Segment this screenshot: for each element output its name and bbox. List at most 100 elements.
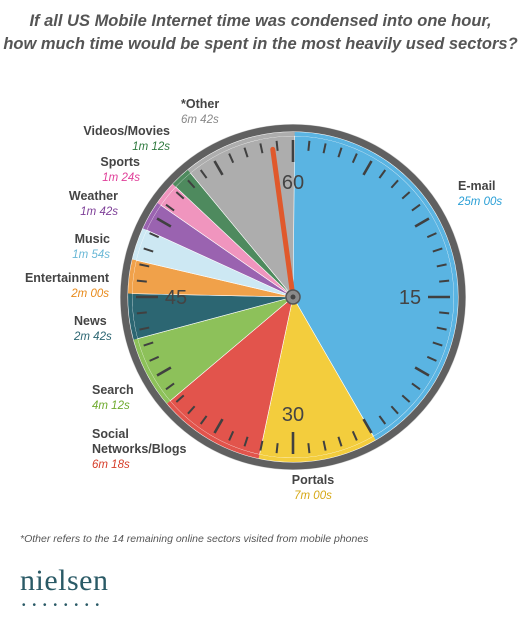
dial-tick [275, 140, 279, 151]
slice-label-text: E-mail [458, 179, 496, 193]
slice-rim-music [132, 228, 147, 261]
dial-tick [259, 440, 264, 451]
dial-tick [390, 405, 399, 415]
dial-tick [243, 147, 249, 158]
pie-slice-social-networks-blogs [169, 296, 294, 455]
dial-tick [187, 179, 196, 189]
slice-rim-entertainment [128, 259, 137, 294]
slice-rim-e-mail [292, 132, 458, 440]
dial-number-15: 15 [399, 287, 421, 309]
dial-tick [439, 311, 450, 315]
dial-tick [322, 143, 327, 154]
dial-tick [432, 341, 443, 347]
dial-tick [213, 160, 224, 176]
dial-tick [436, 326, 447, 331]
dial-tick [175, 394, 185, 403]
slice-value-label: 1m 12s [132, 141, 170, 153]
slice-value-label: 25m 00s [457, 196, 502, 208]
dial-tick [199, 169, 208, 179]
title-line-1: If all US Mobile Internet time was conde… [29, 12, 492, 30]
dial-tick [175, 191, 185, 200]
slice-label-text: Portals [292, 473, 334, 487]
dial-tick [401, 191, 411, 200]
slice-label-text: Search [92, 383, 134, 397]
slice-label-text: Videos/Movies [83, 124, 170, 138]
dial-number-60: 60 [282, 172, 304, 194]
slice-label-text: News [74, 314, 107, 328]
dial-tick [351, 153, 358, 164]
dial-tick [351, 430, 358, 441]
slice-value-label: 1m 42s [80, 206, 118, 218]
slice-value-label: 1m 24s [102, 172, 140, 184]
dial-tick [337, 436, 343, 447]
dial-number-45: 45 [165, 287, 187, 309]
dial-tick [362, 160, 373, 176]
dial-tick [436, 263, 447, 268]
slice-rim-sports [157, 184, 176, 206]
slice-rim-news [128, 293, 138, 340]
dial-tick [378, 415, 387, 425]
slice-label-text: Sports [100, 155, 140, 169]
slice-rim-portals [258, 436, 376, 462]
dial-number-30: 30 [282, 404, 304, 426]
dial-tick [259, 143, 264, 154]
dial-tick [411, 203, 421, 212]
slice-value-label: 6m 42s [181, 114, 219, 126]
dial-tick [143, 247, 154, 253]
slice-label-search: Search 4m 12s [92, 383, 134, 412]
dial-tick [156, 217, 172, 228]
slice-value-label: 7m 00s [294, 490, 332, 502]
dial-tick [426, 232, 437, 239]
title-line-2: how much time would be spent in the most… [3, 35, 518, 53]
dial-tick [149, 355, 160, 362]
slice-label-portals: Portals 7m 00s [292, 473, 334, 502]
slice-rim-weather [142, 202, 161, 230]
dial-tick [390, 179, 399, 189]
clock-hand [270, 146, 296, 300]
dial-tick [432, 247, 443, 253]
footnote: *Other refers to the 14 remaining online… [20, 533, 369, 545]
dial-tick [243, 436, 249, 447]
slice-label-weather: Weather 1m 42s [69, 189, 118, 218]
slice-value-label: 4m 12s [92, 400, 130, 412]
dial-tick [187, 405, 196, 415]
clock-hub-center [290, 294, 296, 300]
dial-tick [136, 279, 147, 283]
slice-label-news: News 2m 42s [73, 314, 112, 343]
slice-label-text: Entertainment [25, 271, 110, 285]
slice-rim-social-networks-blogs [166, 400, 260, 459]
dial-tick [401, 394, 411, 403]
dial-tick [411, 382, 421, 391]
slice-label-entertainment: Entertainment 2m 00s [25, 271, 110, 300]
nielsen-logo: nielsen [20, 564, 109, 597]
slice-value-label: 2m 00s [70, 288, 109, 300]
dial-tick [307, 443, 311, 454]
dial-tick [337, 147, 343, 158]
slice-label-e-mail: E-mail 25m 00s [457, 179, 502, 208]
dial-tick [362, 418, 373, 434]
dial-tick [307, 140, 311, 151]
pie-slice-other [189, 135, 295, 298]
dial-tick [139, 263, 150, 268]
dial-tick [322, 440, 327, 451]
slice-value-label: 6m 18s [92, 459, 130, 471]
dial-tick [378, 169, 387, 179]
dial-tick [165, 203, 175, 212]
slice-rim-search [133, 338, 171, 404]
dial-tick [143, 341, 154, 347]
dial-tick [156, 366, 172, 377]
dial-tick [213, 418, 224, 434]
slice-rim-other [187, 132, 295, 173]
dial-tick [439, 279, 450, 283]
slice-label-music: Music 1m 54s [72, 232, 110, 261]
dial-tick [165, 382, 175, 391]
dial-tick [228, 430, 235, 441]
dial-tick [228, 153, 235, 164]
dial-tick [414, 217, 430, 228]
slice-label-other: *Other 6m 42s [181, 97, 219, 126]
dial-tick [426, 355, 437, 362]
nielsen-logo-dots: •••••••• [22, 600, 107, 611]
dial-tick [139, 326, 150, 331]
